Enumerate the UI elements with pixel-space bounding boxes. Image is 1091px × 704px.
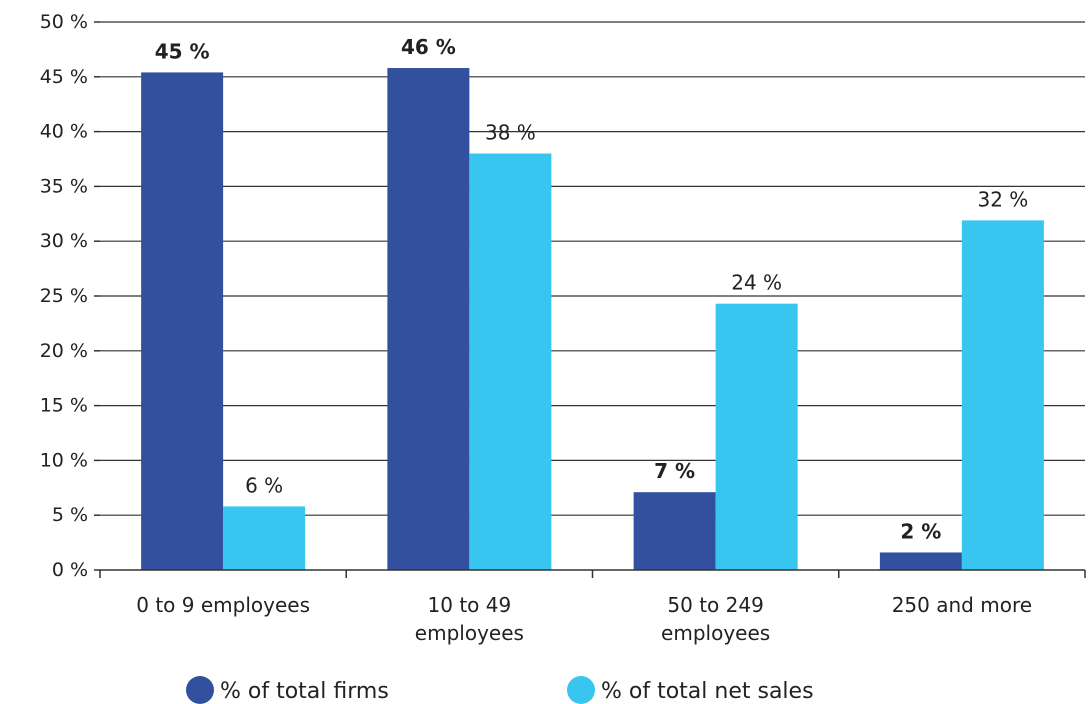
bar — [387, 68, 470, 571]
category-labels: 0 to 9 employees 10 to 49 employees 50 to 2… — [136, 593, 1032, 645]
bar — [715, 303, 798, 570]
y-tick-label: 30 % — [40, 230, 88, 252]
y-tick-label: 40 % — [40, 121, 88, 143]
bar — [633, 492, 716, 570]
data-label: 7 % — [654, 459, 695, 483]
y-tick-label: 0 % — [52, 559, 88, 581]
grid-lines — [100, 21, 1085, 516]
bar — [961, 220, 1044, 570]
category-label: 50 to 249 — [667, 593, 763, 617]
y-tick-label: 45 % — [40, 66, 88, 88]
bar — [223, 506, 306, 570]
y-tick-label: 10 % — [40, 449, 88, 471]
category-label: 10 to 49 — [428, 593, 512, 617]
bars — [141, 68, 1044, 571]
bar — [141, 72, 224, 570]
y-tick-label: 5 % — [52, 504, 88, 526]
data-label: 32 % — [977, 187, 1028, 211]
y-axis-ticks: 0 % 5 % 10 % 15 % 20 % 25 % 30 % 35 % 40 % 45 % 50… — [40, 11, 100, 581]
y-tick-label: 35 % — [40, 175, 88, 197]
data-label: 38 % — [485, 121, 536, 145]
legend-marker — [567, 676, 595, 704]
y-tick-label: 20 % — [40, 340, 88, 362]
y-tick-label: 15 % — [40, 395, 88, 417]
legend-label: % of total firms — [220, 679, 389, 704]
legend-marker — [186, 676, 214, 704]
x-axis — [99, 569, 1086, 578]
legend-label: % of total net sales — [601, 679, 814, 704]
y-tick-label: 50 % — [40, 11, 88, 33]
data-label: 2 % — [900, 519, 941, 543]
data-label: 46 % — [401, 35, 456, 59]
bar — [469, 153, 552, 570]
category-label: employees — [415, 621, 524, 645]
category-label: 250 and more — [892, 593, 1032, 617]
data-label: 45 % — [155, 39, 210, 63]
y-tick-label: 25 % — [40, 285, 88, 307]
category-label: 0 to 9 employees — [136, 593, 310, 617]
data-label: 24 % — [731, 271, 782, 295]
category-label: employees — [661, 621, 770, 645]
bar — [879, 552, 962, 570]
data-label: 6 % — [245, 473, 283, 497]
legend: % of total firms % of total net sales — [186, 676, 814, 704]
data-labels: 45 % 6 % 46 % 38 % 7 % 24 % 2 % 32 % — [155, 35, 1029, 543]
